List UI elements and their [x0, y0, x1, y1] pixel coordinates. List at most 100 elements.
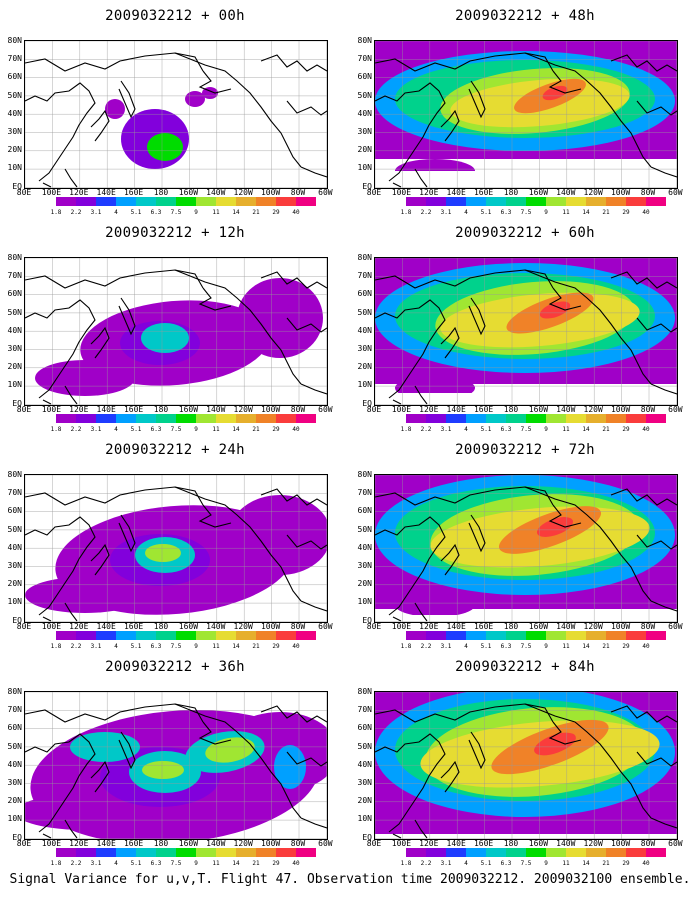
- colorbar-swatch: [406, 197, 426, 206]
- missing-data-region: [375, 393, 677, 405]
- coastline: [286, 534, 327, 550]
- lat-label: 70N: [7, 271, 22, 281]
- lat-label: 60N: [7, 506, 22, 516]
- colorbar-label: 21: [602, 209, 610, 216]
- lon-label: 140W: [556, 405, 576, 414]
- coastline: [414, 819, 428, 839]
- colorbar-swatch: [486, 848, 506, 857]
- colorbar-label: 1.8: [400, 426, 412, 433]
- lat-label: 60N: [357, 506, 372, 516]
- colorbar-label: 2.2: [70, 643, 82, 650]
- colorbar: [56, 631, 316, 640]
- coastline: [650, 166, 677, 178]
- coastline: [375, 486, 554, 506]
- coastline: [610, 705, 677, 723]
- colorbar-swatch: [176, 848, 196, 857]
- colorbar-swatch: [236, 631, 256, 640]
- colorbar-swatch: [216, 197, 236, 206]
- coastline: [300, 600, 327, 612]
- colorbar-label: 2.2: [70, 860, 82, 867]
- colorbar-label: 11: [562, 426, 570, 433]
- colorbar-label: 9: [544, 209, 548, 216]
- map-panel: 2009032212 + 48h 80N 70N 60N 50N 40N 30N 20N 10N…: [350, 0, 700, 225]
- lat-label: 50N: [357, 307, 372, 317]
- colorbar-swatch: [626, 631, 646, 640]
- colorbar-label: 1.8: [50, 860, 62, 867]
- lon-label: 80W: [640, 188, 656, 197]
- colorbar-swatch: [56, 197, 76, 206]
- coastline: [25, 299, 96, 399]
- colorbar-label: 11: [212, 643, 220, 650]
- lon-label: 180: [153, 622, 169, 631]
- colorbar-swatch: [446, 631, 466, 640]
- lon-label: 180: [503, 839, 519, 848]
- colorbar-swatch: [196, 848, 216, 857]
- lat-label: 70N: [357, 705, 372, 715]
- lat-label: 60N: [7, 723, 22, 733]
- colorbar-swatch: [116, 848, 136, 857]
- colorbar-swatch: [626, 848, 646, 857]
- coastline: [524, 703, 652, 819]
- lon-label: 80E: [366, 839, 382, 848]
- lon-label: 100W: [260, 405, 281, 414]
- colorbar-swatch: [276, 414, 296, 423]
- lon-label: 160E: [123, 188, 144, 197]
- colorbar-label: 4: [114, 643, 118, 650]
- panel-title: 2009032212 + 84h: [455, 659, 595, 675]
- coastline: [636, 317, 677, 333]
- panel-title: 2009032212 + 00h: [105, 8, 245, 24]
- lon-label: 100W: [610, 405, 631, 414]
- colorbar-label: 6.3: [500, 209, 512, 216]
- map-panel: 2009032212 + 72h 80N 70N 60N 50N 40N 30N 20N 10N…: [350, 434, 700, 659]
- colorbar-label: 14: [582, 426, 590, 433]
- colorbar-swatch: [506, 631, 526, 640]
- coastline: [174, 486, 302, 602]
- lon-label: 140W: [556, 839, 576, 848]
- colorbar-label: 40: [292, 860, 300, 867]
- lat-label: 10N: [357, 597, 372, 607]
- lon-label: 140E: [446, 188, 466, 197]
- lat-label: 80N: [7, 687, 22, 696]
- colorbar-label: 3.1: [90, 643, 102, 650]
- lon-label: 140W: [206, 839, 226, 848]
- lon-label: 60W: [318, 405, 333, 414]
- coastline: [260, 488, 327, 506]
- colorbar-label: 29: [272, 209, 280, 216]
- colorbar-label: 4: [114, 860, 118, 867]
- panel-title: 2009032212 + 36h: [105, 659, 245, 675]
- colorbar-label: 3.1: [90, 860, 102, 867]
- colorbar-label: 21: [602, 426, 610, 433]
- colorbar-swatch: [506, 197, 526, 206]
- coastline: [64, 819, 78, 839]
- lon-label: 140W: [206, 188, 226, 197]
- colorbar-label: 7.5: [520, 426, 532, 433]
- variance-map: [24, 257, 328, 406]
- colorbar-swatch: [606, 414, 626, 423]
- colorbar-swatch: [486, 197, 506, 206]
- lon-label: 160E: [123, 839, 144, 848]
- missing-data-region: [375, 837, 677, 839]
- colorbar-swatch: [76, 631, 96, 640]
- map-panel: 2009032212 + 60h 80N 70N 60N 50N 40N 30N 20N 10N…: [350, 217, 700, 442]
- lat-label: 10N: [357, 163, 372, 173]
- colorbar-label: 6.3: [500, 860, 512, 867]
- coastline: [375, 733, 446, 833]
- coastline: [548, 721, 582, 745]
- lat-label: 80N: [357, 36, 372, 45]
- coastline: [375, 703, 554, 723]
- variance-map: [24, 691, 328, 840]
- lon-label: 60W: [318, 188, 333, 197]
- coastline: [375, 82, 446, 182]
- variance-contour: [534, 732, 576, 756]
- colorbar-label: 5.1: [480, 426, 492, 433]
- lon-label: 100E: [391, 188, 412, 197]
- lat-label: 80N: [357, 470, 372, 479]
- lat-label: 40N: [7, 542, 22, 552]
- lon-label: 160W: [528, 622, 549, 631]
- coastline: [25, 269, 204, 289]
- colorbar-swatch: [426, 414, 446, 423]
- coastline: [548, 504, 582, 528]
- colorbar-swatch: [506, 848, 526, 857]
- colorbar-label: 14: [582, 209, 590, 216]
- colorbar-swatch: [546, 197, 566, 206]
